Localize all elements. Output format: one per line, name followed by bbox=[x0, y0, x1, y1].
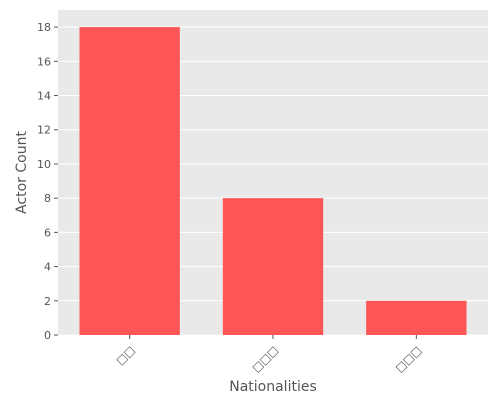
y-tick-label: 6 bbox=[44, 226, 51, 239]
y-tick-label: 14 bbox=[37, 90, 51, 103]
y-tick-label: 16 bbox=[37, 55, 51, 68]
x-tick-label: □□□ bbox=[393, 344, 424, 375]
bar bbox=[366, 300, 467, 335]
y-tick-label: 4 bbox=[44, 261, 51, 274]
y-tick-label: 8 bbox=[44, 192, 51, 205]
y-tick-label: 12 bbox=[37, 124, 51, 137]
y-axis-ticks: 0 2 4 6 8 10 12 14 16 18 bbox=[37, 21, 58, 342]
bar bbox=[79, 27, 180, 336]
y-tick-label: 10 bbox=[37, 158, 51, 171]
y-axis-label: Actor Count bbox=[14, 131, 30, 214]
y-tick-label: 0 bbox=[44, 329, 51, 342]
x-axis-label: Nationalities bbox=[229, 379, 317, 395]
x-tick-label: □□ bbox=[114, 344, 138, 368]
bars bbox=[79, 27, 467, 336]
y-tick-label: 2 bbox=[44, 295, 51, 308]
bar bbox=[222, 198, 324, 335]
x-tick-label: □□□ bbox=[250, 344, 281, 375]
x-axis-ticks: □□ □□□ □□□ bbox=[114, 335, 424, 375]
y-tick-label: 18 bbox=[37, 21, 51, 34]
